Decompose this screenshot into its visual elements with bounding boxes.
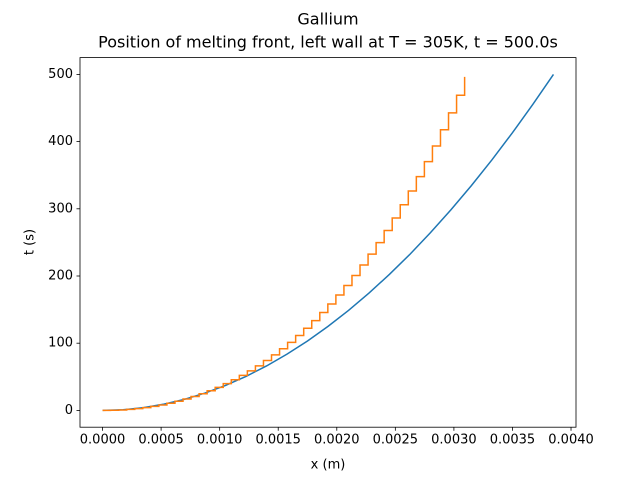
data-line bbox=[102, 76, 466, 412]
chart-title: Gallium bbox=[297, 10, 358, 29]
x-tick-label: 0.0005 bbox=[138, 433, 184, 448]
x-axis-label: x (m) bbox=[311, 458, 346, 473]
plot-frame bbox=[79, 57, 577, 428]
y-tick-label: 400 bbox=[48, 134, 73, 149]
y-axis-label: t (s) bbox=[23, 229, 38, 255]
y-tick-label: 500 bbox=[48, 67, 73, 82]
chart-subtitle: Position of melting front, left wall at … bbox=[98, 33, 558, 52]
x-tick-label: 0.0010 bbox=[197, 433, 243, 448]
y-tick-label: 100 bbox=[48, 336, 73, 351]
x-tick-label: 0.0020 bbox=[314, 433, 360, 448]
x-tick-label: 0.0015 bbox=[255, 433, 301, 448]
x-tick-label: 0.0040 bbox=[548, 433, 594, 448]
x-tick-label: 0.0000 bbox=[80, 433, 126, 448]
y-tick-label: 300 bbox=[48, 201, 73, 216]
y-tick-label: 0 bbox=[65, 403, 73, 418]
x-tick-label: 0.0025 bbox=[373, 433, 419, 448]
x-tick-label: 0.0035 bbox=[490, 433, 536, 448]
x-tick-label: 0.0030 bbox=[431, 433, 477, 448]
y-tick-label: 200 bbox=[48, 269, 73, 284]
